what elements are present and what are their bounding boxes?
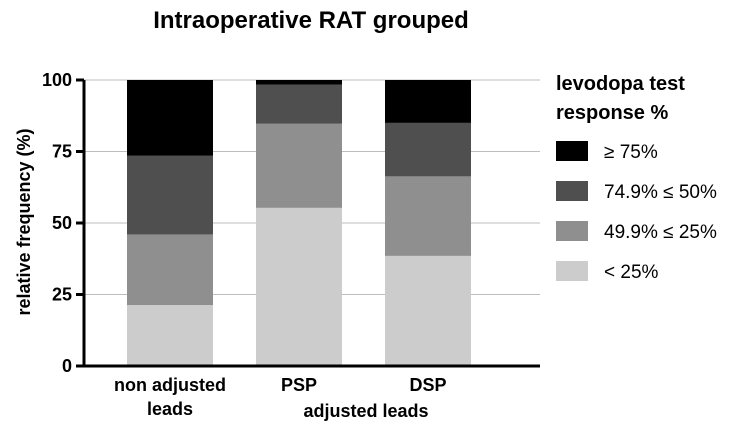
y-tick-label: 75: [52, 142, 72, 162]
x-tick-label: leads: [147, 399, 193, 419]
bar-segment: [127, 155, 213, 235]
legend-label: 74.9% ≤ 50%: [604, 182, 717, 203]
legend-title-line-1: levodopa test: [556, 73, 685, 95]
bar-segment: [256, 123, 342, 208]
bar-segment: [385, 176, 471, 256]
bar-segment: [127, 305, 213, 366]
x-tick-label: PSP: [281, 375, 317, 395]
legend-swatch: [556, 141, 588, 161]
x-tick-label: DSP: [409, 375, 446, 395]
chart-title: Intraoperative RAT grouped: [153, 7, 469, 34]
y-tick-labels: 0 25 50 75 100: [42, 70, 72, 376]
bar-segment: [385, 122, 471, 177]
legend-swatch: [556, 261, 588, 281]
x-category-labels: non adjusted leads PSP DSP: [114, 375, 447, 419]
legend-title-line-2: response %: [556, 102, 668, 124]
legend-label: < 25%: [604, 262, 659, 283]
bar-segment: [256, 84, 342, 124]
bar-segment: [385, 255, 471, 366]
y-tick-label: 50: [52, 213, 72, 233]
y-tick-label: 25: [52, 285, 72, 305]
y-tick-label: 100: [42, 70, 72, 90]
bar-segment: [127, 80, 213, 156]
x-tick-label: non adjusted: [114, 375, 226, 395]
bar-segment: [385, 80, 471, 123]
legend-label: 49.9% ≤ 25%: [604, 222, 717, 243]
axes: [76, 78, 540, 368]
bar-segment: [256, 207, 342, 366]
legend-swatch: [556, 181, 588, 201]
legend-swatch: [556, 221, 588, 241]
group-label: adjusted leads: [303, 401, 428, 421]
y-axis-label: relative frequency (%): [14, 128, 34, 315]
y-tick-label: 0: [62, 356, 72, 376]
legend-label: ≥ 75%: [604, 142, 658, 163]
bar-segment: [256, 80, 342, 85]
bar-segment: [127, 234, 213, 306]
bars: [127, 80, 471, 366]
legend: levodopa test response % ≥ 75% 74.9% ≤ 50…: [556, 73, 717, 283]
